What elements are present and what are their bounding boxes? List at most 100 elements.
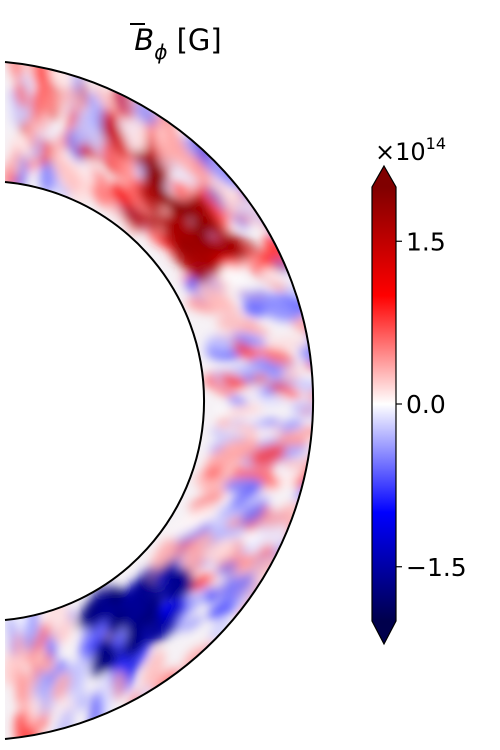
field-blob [291,269,306,280]
field-blob [164,603,181,630]
field-blob [33,621,51,653]
field-blob [109,588,126,606]
field-blob [181,530,213,569]
field-blob [51,671,71,702]
field-blob [292,539,314,560]
field-blob [109,611,126,630]
field-blob [205,435,259,470]
field-blob [247,524,291,557]
field-blob [272,562,303,576]
field-blob [156,692,171,707]
field-blob [260,268,294,286]
field-blob [189,267,210,283]
field-blob [239,507,266,526]
field-blob [147,231,182,254]
colorbar-outline [371,164,397,646]
field-blob [235,347,257,361]
field-blob [59,130,68,152]
field-blob [315,431,345,455]
field-blob [168,510,212,540]
shell-field [5,62,363,739]
field-blob [7,62,25,85]
field-blob [320,363,362,383]
field-blob [42,78,56,110]
field-blob [324,370,355,392]
field-blob [217,504,243,519]
field-blob [173,219,195,244]
field-blob [296,381,314,396]
field-blob [87,583,105,633]
field-blob [232,624,244,641]
field-blob [54,153,81,193]
field-blob [203,538,236,563]
field-blob [188,572,216,592]
field-blob [267,336,308,351]
field-blob [322,361,358,382]
field-blob [247,171,279,195]
field-blob [179,135,197,156]
colorbar-body [372,187,396,621]
field-blob [215,315,259,334]
field-blob [67,651,95,694]
field-blob [309,456,314,470]
field-blob [314,399,338,417]
field-blob [298,400,314,417]
field-blob [96,647,119,673]
field-blob [213,228,241,248]
colorbar-extend-max [372,166,396,187]
field-blob [307,329,314,350]
field-blob [146,160,163,186]
field-blob [147,536,177,585]
field-blob [218,422,254,438]
field-blob [53,136,62,156]
inner-boundary [4,181,205,621]
field-blob [32,695,40,719]
field-blob [188,668,207,692]
field-blob [191,220,209,242]
field-blob [153,213,173,230]
field-blob [113,671,125,702]
field-blob [243,167,277,192]
colorbar-extend-min [372,621,396,644]
field-blob [164,124,190,164]
field-blob [319,392,363,422]
field-blob [249,443,287,467]
field-blob [325,411,363,423]
field-blob [25,111,38,151]
field-blob [126,579,162,616]
field-blob [119,587,141,611]
field-blob [205,182,227,213]
field-blob [312,450,314,464]
field-blob [152,125,167,140]
field-blob [90,183,111,207]
field-blob [212,175,238,214]
colorbar-ticks: 1.5 0.0 −1.5 [396,227,467,582]
field-blob [242,414,262,425]
field-blob [197,571,237,603]
field-blob [218,267,255,293]
field-blob [229,483,263,509]
field-blob [205,654,226,678]
field-blob [152,559,179,581]
field-blob [321,374,355,401]
field-blob [147,613,166,640]
field-blob [171,568,192,596]
field-blob [215,560,239,577]
field-blob [310,294,314,310]
field-blob [258,180,285,210]
field-blob [209,617,229,641]
field-blob [277,433,309,447]
field-blob [90,168,108,187]
field-blob [14,80,28,109]
field-blob [313,433,348,459]
colorbar-multiplier: ×1014 [375,134,446,166]
field-blob [311,336,314,358]
field-blob [218,373,248,389]
field-blob [280,368,302,382]
field-blob [192,247,221,276]
field-blob [318,420,350,442]
field-blob [205,588,218,604]
field-blob [302,288,314,306]
field-blob [72,109,91,152]
